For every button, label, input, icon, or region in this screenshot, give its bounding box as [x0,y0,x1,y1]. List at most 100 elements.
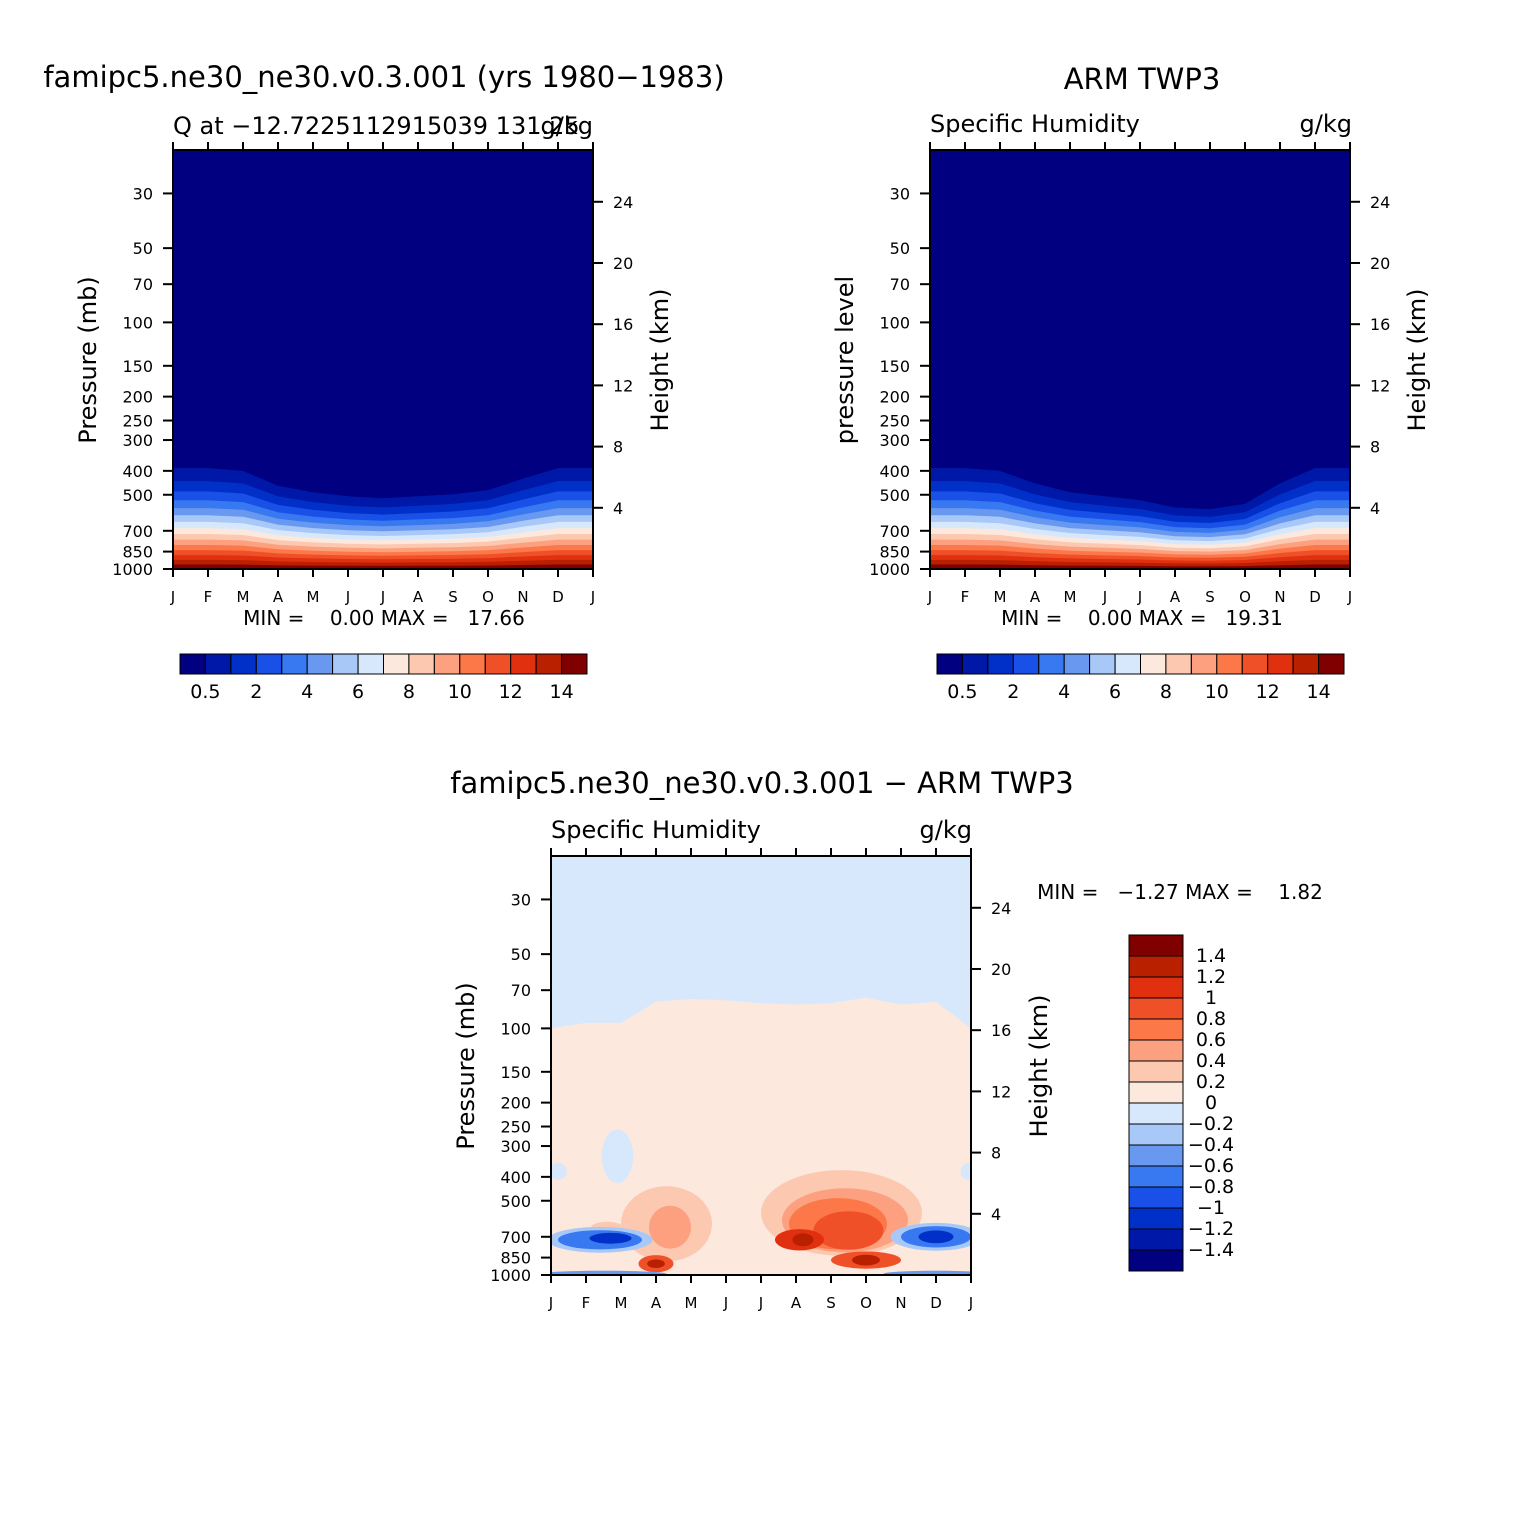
panel3-contour-blob [647,1259,665,1268]
panel3-contour-blob [852,1254,880,1266]
panel1-ytick-label: 400 [122,462,153,481]
panel2-colorbar: 0.5 2 4 6 8 10 12 14 [936,653,1345,703]
panel2-colorbar-label: 8 [1160,681,1172,703]
panel2-colorbar-swatch [987,653,1014,675]
panel2-xtick-label: J [1102,588,1107,606]
panel1-xtick-label: A [413,588,424,606]
panel3-colorbar: 1.41.210.80.60.40.20−0.2−0.4−0.6−0.8−1−1… [1128,934,1234,1272]
panel3-colorbar-label: −0.2 [1188,1113,1234,1135]
panel2-ylabel-right: Height (km) [1403,289,1431,432]
panel3-colorbar-swatch [1128,934,1184,957]
panel1-ytick-label: 850 [122,543,153,562]
panel2-xtick-label: N [1274,588,1285,606]
panel3-colorbar-swatch [1128,1207,1184,1230]
panel1-colorbar-swatch [459,653,486,675]
panel2-colorbar-label: 6 [1109,681,1121,703]
panel3-colorbar-swatch [1128,1249,1184,1272]
plots-layer: J F M A M J J A S O N D J305070100150200250300400500… [112,142,1390,1312]
panel3-colorbar-swatch [1128,1186,1184,1209]
panel2-ytick-right-label: 8 [1370,438,1380,457]
panel1-colorbar-label: 10 [448,681,472,703]
panel2-colorbar-swatch [1140,653,1167,675]
panel1-ytick-label: 70 [133,275,153,294]
panel1-stats: MIN = 0.00 MAX = 17.66 [243,606,525,630]
panel2-colorbar-swatch [1063,653,1091,675]
panel2-ytick-right-label: 12 [1370,376,1390,395]
panel3-ytick-right-label: 8 [991,1144,1001,1163]
panel3-ytick-label: 200 [500,1094,531,1113]
panel2-colorbar-swatch [1216,653,1243,675]
panel3-ytick-right-label: 16 [991,1021,1011,1040]
panel1-ytick-right-label: 4 [613,499,623,518]
panel1-colorbar-label: 14 [550,681,574,703]
panel2-ytick-label: 70 [890,275,910,294]
panel2-xtick-label: J [1137,588,1142,606]
panel1-xtick-label: F [204,588,213,606]
panel2-colorbar-swatch [1089,653,1116,675]
panel2-ytick-label: 30 [890,184,910,203]
panel1-colorbar-swatch [204,653,232,675]
panel1-colorbar-swatch [383,653,410,675]
panel3-ytick-right-label: 12 [991,1082,1011,1101]
panel3-ytick-label: 700 [500,1228,531,1247]
panel3-colorbar-label: 1.4 [1196,945,1226,967]
panel1-subtitle-right: g/kg [541,112,593,140]
panel3-xtick-label: J [548,1294,553,1312]
panel2-xtick-label: F [961,588,970,606]
panel2-colorbar-label: 4 [1058,681,1070,703]
panel3-stats: MIN = −1.27 MAX = 1.82 [1037,880,1323,904]
panel1-ytick-right-label: 16 [613,315,633,334]
panel3-ytick-label: 1000 [490,1266,531,1285]
panel1-xtick-label: J [590,588,595,606]
panel3-subtitle-right: g/kg [920,816,972,844]
panel3-ytick-label: 70 [511,981,531,1000]
panel1-subtitle-left: Q at −12.7225112915039 131.25 [173,112,580,140]
panel1-colorbar-label: 2 [250,681,262,703]
panel2-ytick-label: 700 [879,522,910,541]
panel3-colorbar-label: −0.8 [1188,1176,1234,1198]
panel3-colorbar-swatch [1128,1144,1184,1167]
panel1-ylabel-left: Pressure (mb) [74,276,102,443]
panel3-colorbar-label: 0.6 [1196,1029,1226,1051]
panel1-ytick-right-label: 20 [613,254,633,273]
panel2-ytick-label: 50 [890,239,910,258]
panel3-contour-blob [960,1162,971,1180]
panel3-contour-blob [551,1270,667,1275]
panel3-ytick-right-label: 4 [991,1205,1001,1224]
panel3-colorbar-swatch [1128,976,1184,999]
panel2-xtick-label: S [1205,588,1215,606]
panel3-ytick-label: 850 [500,1249,531,1268]
panel3-title: famipc5.ne30_ne30.v0.3.001 − ARM TWP3 [450,766,1073,800]
panel3-ytick-label: 150 [500,1063,531,1082]
panel3-colorbar-swatch [1128,1228,1184,1251]
panel3-colorbar-swatch [1128,1102,1184,1125]
panel3-contour-blob [649,1205,691,1249]
panel3-ytick-label: 250 [500,1118,531,1137]
panel3-ytick-right-label: 20 [991,960,1011,979]
panel1-ytick-label: 300 [122,431,153,450]
panel1-colorbar-swatch [535,653,562,675]
panel3-xtick-label: A [651,1294,662,1312]
panel3-contour-blob [601,1129,634,1184]
panel2-colorbar-swatch [1241,653,1269,675]
panel2-xtick-label: D [1309,588,1321,606]
panel3-xtick-label: O [860,1294,872,1312]
panel1-colorbar-swatch [357,653,385,675]
panel1-xtick-label: J [345,588,350,606]
panel2-colorbar-swatch [1012,653,1040,675]
panel1-band-15 [173,564,593,569]
panel1-ytick-label: 30 [133,184,153,203]
panel2-colorbar-swatch [961,653,989,675]
panel1-colorbar-label: 6 [352,681,364,703]
panel3-colorbar-label: 0.8 [1196,1008,1226,1030]
panel1-xtick-label: A [273,588,284,606]
panel2-xtick-label: M [994,588,1007,606]
panel1-xtick-label: D [552,588,564,606]
panel2-ytick-label: 150 [879,357,910,376]
panel2-colorbar-swatch [936,653,963,675]
panel2-colorbar-swatch [1165,653,1192,675]
panel2-colorbar-swatch [1267,653,1294,675]
panel1-xtick-label: S [448,588,458,606]
panel3-xtick-label: M [615,1294,628,1312]
panel3-ytick-right-label: 24 [991,899,1011,918]
